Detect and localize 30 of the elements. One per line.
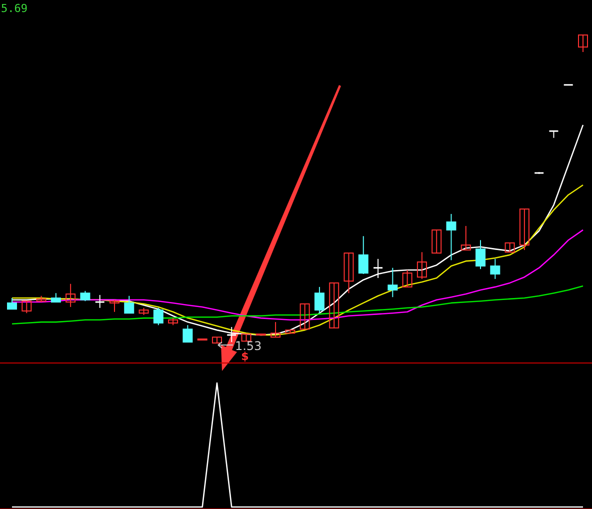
candlestick bbox=[460, 225, 471, 250]
candlestick bbox=[153, 307, 164, 326]
candlestick bbox=[388, 267, 398, 298]
candlestick bbox=[300, 303, 310, 330]
candlestick bbox=[519, 208, 530, 250]
text: 5.69 bbox=[1, 2, 28, 15]
candlestick bbox=[329, 282, 340, 328]
candlestick bbox=[372, 258, 384, 279]
candlestick bbox=[66, 283, 76, 308]
candlestick bbox=[314, 286, 324, 314]
candlestick bbox=[358, 236, 368, 275]
candlestick bbox=[402, 270, 412, 288]
candlestick bbox=[344, 252, 354, 294]
candlestick bbox=[432, 229, 442, 254]
candlestick bbox=[504, 242, 515, 253]
candlestick bbox=[446, 213, 456, 261]
candlestick bbox=[7, 298, 17, 310]
candlestick bbox=[578, 34, 588, 52]
candlestick bbox=[80, 290, 90, 302]
candlestick bbox=[124, 295, 134, 314]
candlestick bbox=[490, 258, 500, 280]
text: $ bbox=[241, 350, 249, 363]
candlestick bbox=[94, 294, 106, 308]
candlestick bbox=[182, 324, 193, 343]
candlestick bbox=[416, 252, 427, 280]
candlestick bbox=[270, 322, 281, 338]
candlestick bbox=[22, 300, 32, 314]
candlestick bbox=[476, 240, 486, 270]
candlestick bbox=[109, 299, 120, 312]
annotation: 1.53 bbox=[234, 339, 262, 353]
